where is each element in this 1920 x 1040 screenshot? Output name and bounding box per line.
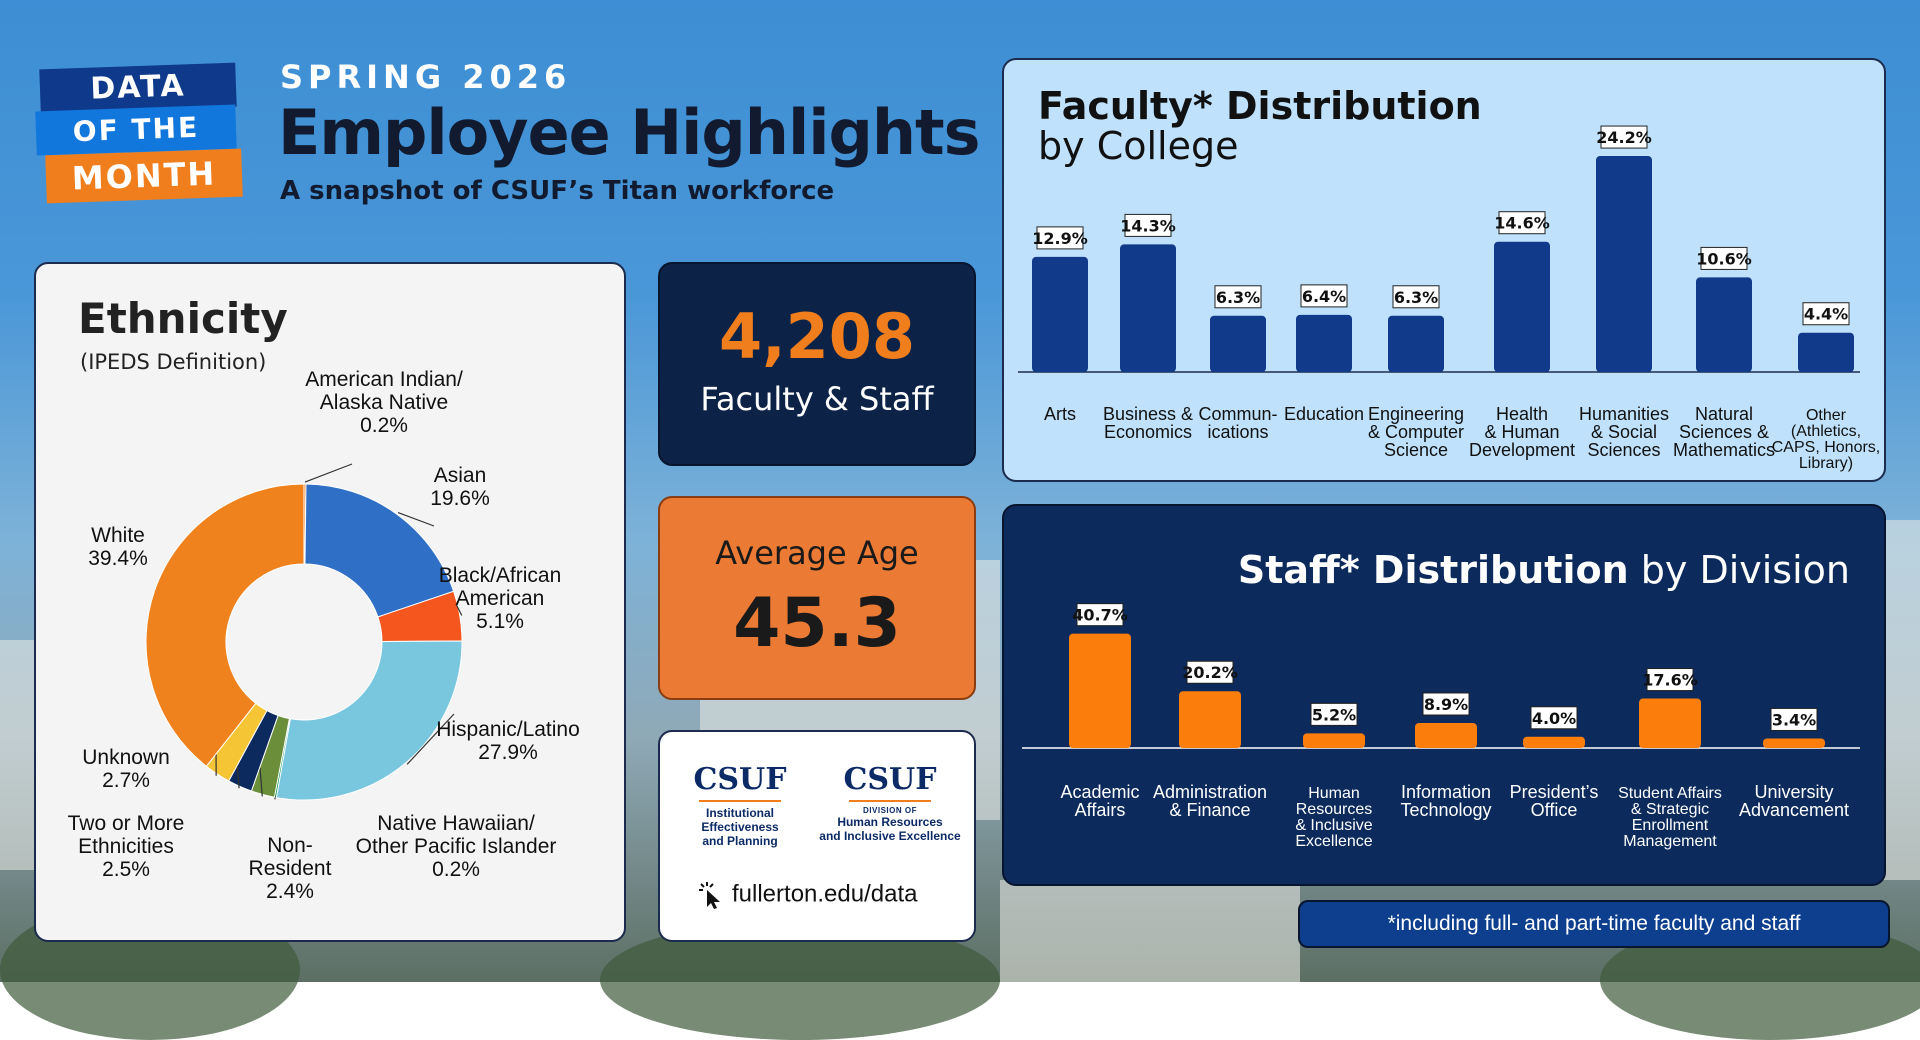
csuf-hr-logo: CSUF DIVISION OF Human Resources and Inc… — [810, 762, 970, 843]
page-title: Employee Highlights — [278, 96, 980, 169]
logo-text: Institutional — [680, 806, 800, 820]
bar-value-label: 20.2% — [1182, 663, 1238, 682]
bar — [1210, 316, 1266, 372]
bar-value-label: 14.3% — [1120, 216, 1176, 235]
bar-value-label: 17.6% — [1642, 671, 1698, 690]
logo-text: DIVISION OF — [810, 806, 970, 815]
category-label: Arts — [1044, 404, 1076, 424]
bar-value-label: 8.9% — [1424, 695, 1468, 714]
average-age-label: Average Age — [660, 534, 974, 572]
data-of-the-month-badge: DATA OF THE MONTH — [36, 62, 246, 202]
logo-divider — [849, 800, 931, 802]
leader-line — [305, 464, 352, 482]
bar — [1696, 277, 1752, 372]
bar — [1494, 242, 1550, 372]
bar-value-label: 6.3% — [1216, 288, 1260, 307]
logos-card: CSUF Institutional Effectiveness and Pla… — [658, 730, 976, 942]
bar-value-label: 4.0% — [1532, 709, 1576, 728]
average-age-card: Average Age 45.3 — [658, 496, 976, 700]
faculty-distribution-panel: Faculty* Distribution by College 12.9%Ar… — [1002, 58, 1886, 482]
staff-distribution-panel: Staff* Distribution by Division 40.7%Aca… — [1002, 504, 1886, 886]
bar — [1032, 257, 1088, 372]
bar — [1069, 634, 1131, 748]
bar — [1763, 738, 1825, 748]
category-label: Business &Economics — [1103, 404, 1193, 442]
bar — [1303, 733, 1365, 748]
category-label: Administration& Finance — [1153, 782, 1267, 820]
bar-value-label: 6.3% — [1394, 288, 1438, 307]
category-label: Other(Athletics,CAPS, Honors,Library) — [1772, 407, 1880, 472]
bar-value-label: 3.4% — [1772, 710, 1816, 729]
logo-divider — [699, 800, 781, 802]
page-tagline: A snapshot of CSUF’s Titan workforce — [280, 176, 834, 206]
bar-value-label: 4.4% — [1804, 305, 1848, 324]
term-label: SPRING 2026 — [280, 58, 571, 96]
bar — [1179, 691, 1241, 748]
bar-value-label: 10.6% — [1696, 249, 1752, 268]
bar — [1596, 156, 1652, 372]
category-label: Commun-ications — [1198, 404, 1277, 442]
footnote: *including full- and part-time faculty a… — [1298, 900, 1890, 948]
csuf-wordmark: CSUF — [810, 762, 970, 797]
average-age-value: 45.3 — [660, 584, 974, 663]
background-building — [1000, 880, 1300, 982]
logo-text: and Inclusive Excellence — [810, 829, 970, 843]
category-label: Education — [1284, 404, 1364, 424]
csuf-iep-logo: CSUF Institutional Effectiveness and Pla… — [680, 762, 800, 848]
logo-text: Human Resources — [810, 815, 970, 829]
bar — [1296, 315, 1352, 372]
ethnicity-slice — [276, 641, 462, 800]
headcount-label: Faculty & Staff — [660, 380, 974, 418]
bar — [1388, 316, 1444, 372]
bar-value-label: 12.9% — [1032, 229, 1088, 248]
logo-text: Effectiveness — [680, 820, 800, 834]
badge-line: MONTH — [45, 149, 243, 204]
bar-value-label: 40.7% — [1072, 606, 1128, 625]
headcount-card: 4,208 Faculty & Staff — [658, 262, 976, 466]
badge-line: OF THE — [35, 105, 236, 156]
bar — [1639, 699, 1701, 748]
bar — [1415, 723, 1477, 748]
bar-value-label: 24.2% — [1596, 128, 1652, 147]
bar — [1120, 244, 1176, 372]
bar-value-label: 5.2% — [1312, 705, 1356, 724]
ethnicity-panel: Ethnicity (IPEDS Definition) American In… — [34, 262, 626, 942]
data-website-link[interactable]: fullerton.edu/data — [696, 880, 917, 910]
bar-value-label: 14.6% — [1494, 214, 1550, 233]
logo-text: and Planning — [680, 834, 800, 848]
bar — [1798, 333, 1854, 372]
cursor-click-icon — [696, 880, 726, 910]
csuf-wordmark: CSUF — [680, 762, 800, 797]
faculty-bar-chart: 12.9% Arts 14.3% Business &Economics 6.3% Com… — [1004, 60, 1888, 484]
bar-value-label: 6.4% — [1302, 287, 1346, 306]
headcount-value: 4,208 — [660, 300, 974, 373]
data-website-url: fullerton.edu/data — [732, 880, 917, 907]
bar — [1523, 737, 1585, 748]
